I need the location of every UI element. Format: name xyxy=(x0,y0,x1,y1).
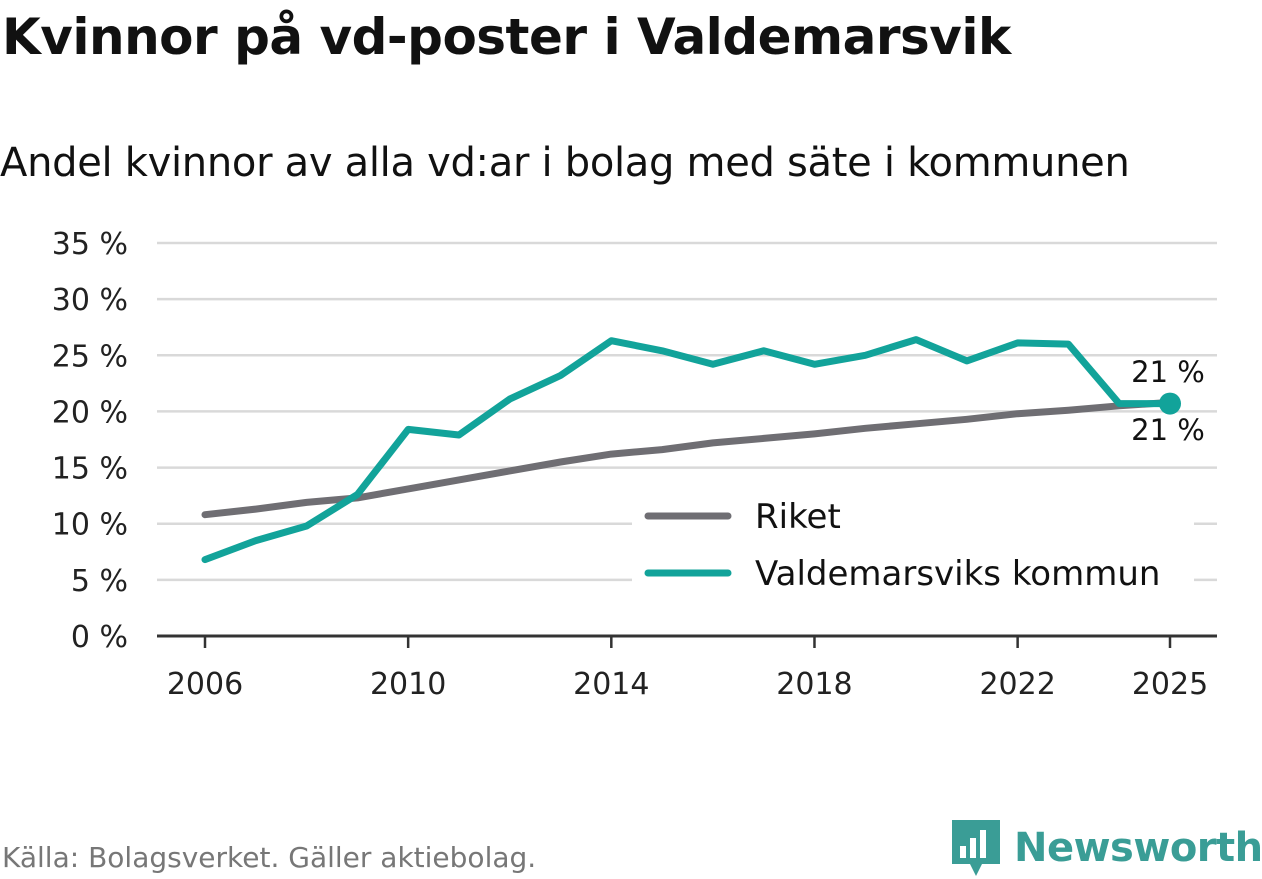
y-tick-label: 30 % xyxy=(52,283,128,318)
legend-label-kommun: Valdemarsviks kommun xyxy=(755,554,1160,594)
y-tick-label: 25 % xyxy=(52,339,128,374)
series-lines xyxy=(201,336,1181,564)
chart-title: Kvinnor på vd-poster i Valdemarsvik xyxy=(2,8,1011,66)
x-tick-label: 2025 xyxy=(1132,667,1208,702)
end-label-riket: 21 % xyxy=(1131,413,1205,447)
x-tick-label: 2014 xyxy=(573,667,649,702)
end-marker-kommun xyxy=(1159,392,1181,415)
series-line-riket xyxy=(201,398,1174,519)
x-tick-label: 2018 xyxy=(776,667,852,702)
y-tick-label: 20 % xyxy=(52,395,128,430)
axes: 0 % 5 % 10 % 15 % 20 % 25 % 30 % 35 % 2006 2010 20… xyxy=(52,227,1217,702)
brand-name: Newsworthy xyxy=(1014,825,1262,871)
legend: Riket Valdemarsviks kommun xyxy=(632,490,1194,610)
y-tick-label: 35 % xyxy=(52,227,128,262)
legend-label-riket: Riket xyxy=(755,497,841,537)
source-note: Källa: Bolagsverket. Gäller aktiebolag. xyxy=(2,841,537,874)
series-line-kommun xyxy=(201,336,1174,564)
end-label-kommun: 21 % xyxy=(1131,355,1205,389)
chart-subtitle: Andel kvinnor av alla vd:ar i bolag med … xyxy=(0,140,1130,186)
newsworthy-logo-icon xyxy=(952,820,1000,876)
brand-logo: Newsworthy xyxy=(950,818,1262,878)
y-tick-label: 0 % xyxy=(71,620,128,655)
y-tick-label: 5 % xyxy=(71,564,128,599)
data-labels: 21 % 21 % xyxy=(1128,352,1208,450)
y-tick-label: 10 % xyxy=(52,508,128,543)
x-tick-label: 2022 xyxy=(979,667,1055,702)
y-tick-label: 15 % xyxy=(52,452,128,487)
x-tick-label: 2010 xyxy=(370,667,446,702)
x-tick-label: 2006 xyxy=(167,667,243,702)
legend-background xyxy=(632,490,1194,610)
